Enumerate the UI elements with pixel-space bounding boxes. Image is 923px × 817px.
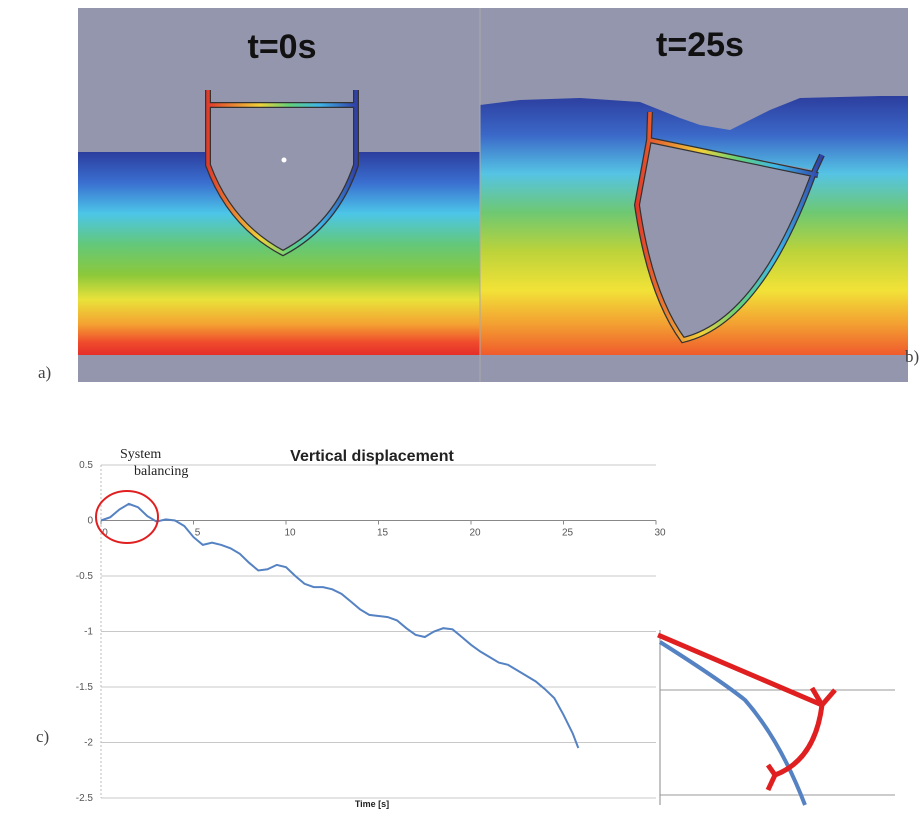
y-tick-label: -2.5 [76,793,94,804]
x-tick-label: 20 [469,528,481,539]
x-tick-label: 25 [562,528,574,539]
simulation-image: t=0s t=25s [78,8,908,382]
y-tick-label: 0 [87,516,93,527]
x-tick-label: 30 [654,528,666,539]
figure: t=0s t=25s a) b) c) 0.5 0 -0.5 -1 -1.5 -2 -2.5… [0,0,923,817]
y-tick-label: -1.5 [76,682,94,693]
data-line [101,504,578,748]
time-label: t=25s [656,26,744,64]
zoom-inset [658,630,895,805]
x-tick-label: 10 [284,528,296,539]
x-axis-label: Time [s] [355,799,389,809]
panel-label: c) [36,727,49,746]
chart-title: Vertical displacement [290,448,454,465]
panel-label: b) [905,347,919,366]
y-tick-label: -1 [84,627,93,638]
time-label: t=0s [248,28,317,66]
x-tick-label: 15 [377,528,389,539]
page: t=0s t=25s a) b) c) 0.5 0 -0.5 -1 -1.5 -2 -2.5… [0,0,923,817]
x-tick-label: 5 [195,528,201,539]
panel-label: a) [38,363,51,382]
y-tick-label: -0.5 [76,571,94,582]
y-tick-label: 0.5 [79,460,93,471]
y-tick-label: -2 [84,738,93,749]
